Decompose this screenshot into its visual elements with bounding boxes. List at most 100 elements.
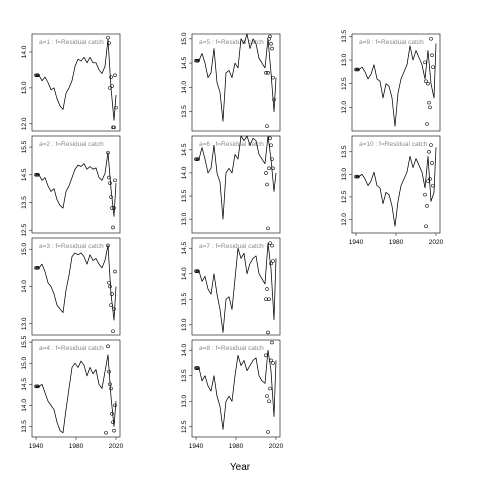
panel-frame [31, 33, 121, 132]
observation-point [423, 60, 427, 65]
y-tick-label: 13.5 [181, 189, 188, 202]
observation-point [111, 420, 115, 425]
panel-title: a=5 : f=Residual catch [199, 39, 264, 46]
panel-title: a=10 : f=Residual catch [359, 141, 428, 148]
observation-point [428, 177, 432, 181]
observation-point [264, 353, 268, 358]
observation-point [270, 157, 274, 161]
observation-point [35, 266, 39, 270]
x-tick-label: 2020 [269, 443, 284, 450]
y-tick-label: 13.0 [21, 317, 28, 330]
y-tick-label: 13.0 [21, 81, 28, 94]
observation-point [196, 58, 200, 63]
y-tick-label: 13.0 [181, 318, 188, 331]
estimate-line [196, 135, 277, 220]
y-tick-label: 14.0 [181, 81, 188, 94]
x-tick-label: 2020 [109, 443, 124, 450]
y-tick-label: 13.0 [341, 168, 348, 181]
observation-point [113, 403, 117, 408]
observation-point [106, 243, 110, 248]
observation-point [270, 46, 274, 51]
y-tick-label: 13.5 [181, 369, 188, 382]
panel-10: a=10 : f=Residual catch 12.0 12.5 13.0 13.5 1… [341, 135, 444, 246]
observation-point [430, 53, 434, 58]
observation-point [265, 287, 269, 291]
observation-point [195, 269, 199, 273]
y-tick-label: 15.0 [21, 242, 28, 255]
observation-point [35, 173, 39, 177]
observation-point [108, 382, 112, 387]
observation-point [110, 292, 114, 296]
y-tick-label: 14.0 [21, 280, 28, 293]
observation-point [425, 204, 429, 208]
panel-title: a=1 : f=Residual catch [39, 39, 104, 46]
observation-point [106, 35, 110, 40]
observation-point [109, 386, 113, 391]
panel-title: a=2 : f=Residual catch [39, 141, 104, 148]
x-tick-label: 1940 [349, 239, 364, 246]
y-tick-label: 12.0 [341, 213, 348, 226]
y-tick-label: 13.5 [181, 293, 188, 306]
observation-point [268, 386, 272, 391]
y-tick-label: 14.5 [181, 56, 188, 69]
observation-point [194, 58, 198, 63]
observation-point [109, 303, 113, 307]
observation-point [429, 143, 433, 147]
observation-point [356, 174, 360, 179]
observation-point [267, 166, 271, 171]
estimate-line [196, 349, 277, 430]
panel-frame [191, 33, 281, 132]
observation-point [112, 307, 116, 311]
observation-point [270, 243, 274, 248]
y-tick-label: 12.5 [341, 190, 348, 203]
observation-point [427, 150, 431, 154]
y-tick-label: 13.5 [21, 420, 28, 433]
estimate-line [36, 39, 117, 121]
observation-point [269, 41, 273, 46]
observation-point [110, 206, 114, 210]
observation-point [431, 183, 435, 188]
y-tick-label: 13.5 [21, 196, 28, 209]
observation-point [264, 171, 268, 175]
estimate-line [36, 245, 117, 321]
observation-point [270, 340, 274, 345]
observation-point [269, 358, 273, 363]
observation-point [111, 225, 115, 230]
observation-point [114, 105, 118, 110]
y-tick-label: 13.0 [181, 395, 188, 408]
observation-point [34, 173, 38, 177]
observation-point [36, 173, 40, 177]
observation-point [195, 157, 199, 161]
panel-frame [31, 135, 121, 234]
observation-point [112, 206, 116, 210]
observation-point [424, 224, 428, 229]
panel-title: a=3 : f=Residual catch [39, 243, 104, 250]
observation-point [113, 178, 117, 183]
observation-point [35, 384, 39, 389]
y-tick-label: 12.5 [181, 420, 188, 433]
panel-title: a=6 : f=Residual catch [199, 141, 264, 148]
observation-point [428, 105, 432, 110]
y-tick-label: 14.0 [21, 45, 28, 58]
panel-frame [191, 135, 281, 234]
observation-point [106, 150, 110, 155]
observation-point [109, 75, 113, 79]
observation-point [196, 157, 200, 161]
panel-frame [31, 339, 121, 438]
y-tick-label: 14.5 [21, 378, 28, 391]
panel-3: a=3 : f=Residual catch 13.0 14.0 15.0 [21, 237, 121, 336]
estimate-line [196, 242, 277, 333]
observation-point [111, 125, 115, 130]
observation-point [108, 181, 112, 185]
observation-point [194, 269, 198, 273]
y-tick-label: 14.0 [21, 399, 28, 412]
observation-point [266, 430, 270, 434]
observation-point [195, 366, 199, 370]
observation-point [194, 366, 198, 370]
x-axis-title: Year [230, 462, 251, 473]
observation-point [36, 73, 40, 78]
observation-point [271, 166, 275, 171]
panel-grid: a=1 : f=Residual catch 12.0 13.0 14.0 a=2 : … [21, 30, 444, 450]
x-tick-label: 1980 [389, 239, 404, 246]
